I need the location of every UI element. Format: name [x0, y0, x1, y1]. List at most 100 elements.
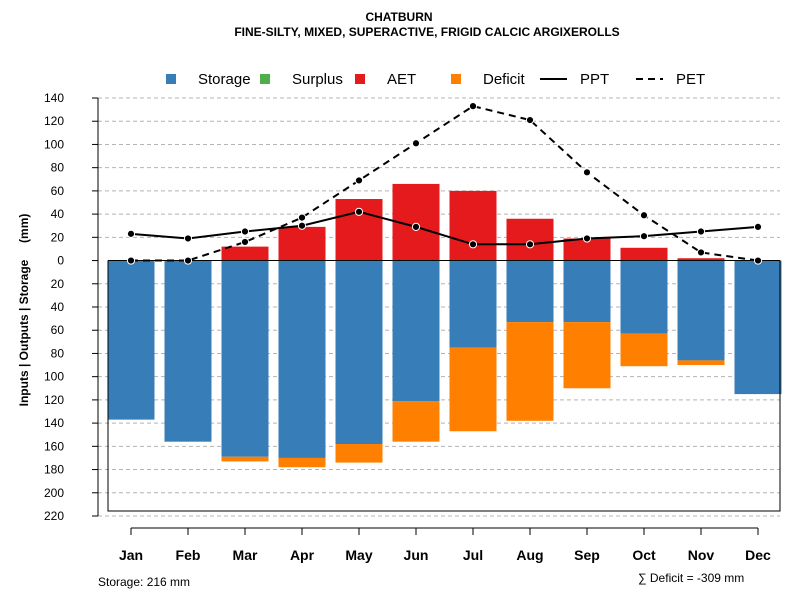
ppt-point — [240, 227, 250, 236]
y-tick-label: 120 — [44, 114, 64, 128]
ppt-point — [126, 229, 136, 238]
aet-bar — [506, 218, 554, 261]
chart-title: CHATBURN — [365, 10, 432, 24]
lines — [126, 102, 763, 265]
pet-point — [468, 102, 478, 111]
pet-point — [525, 115, 535, 125]
chart-subtitle: FINE-SILTY, MIXED, SUPERACTIVE, FRIGID C… — [234, 25, 619, 39]
y-axis-label: Inputs | Outputs | Storage (mm) — [17, 214, 31, 407]
legend-label-pet: PET — [676, 71, 705, 88]
x-tick-label: Oct — [632, 547, 656, 563]
storage-capacity-box — [107, 260, 781, 512]
x-tick-label: Jan — [119, 547, 143, 563]
x-tick-label: Feb — [176, 547, 201, 563]
storage-bar — [677, 260, 725, 361]
pet-point — [639, 211, 649, 220]
storage-bar — [107, 260, 155, 420]
ppt-point — [468, 240, 478, 249]
aet-bar — [221, 246, 269, 261]
y-tick-label: 40 — [51, 300, 65, 314]
storage-bar — [335, 260, 383, 445]
y-tick-label: 100 — [44, 370, 64, 384]
x-tick-label: Mar — [233, 547, 258, 563]
x-tick-label: Apr — [290, 547, 315, 563]
legend-swatch-aet — [355, 74, 365, 84]
legend: Storage Surplus AET Deficit PPT PET — [166, 71, 705, 88]
y-tick-label: 20 — [51, 230, 65, 244]
legend-label-aet: AET — [387, 71, 416, 88]
y-tick-label: 60 — [51, 184, 65, 198]
pet-point — [183, 256, 193, 265]
aet-bar — [563, 238, 611, 261]
legend-swatch-storage — [166, 74, 176, 84]
ppt-point — [639, 232, 649, 241]
x-tick-label: Sep — [574, 547, 600, 563]
ppt-point — [753, 222, 763, 231]
y-tick-label: 120 — [44, 393, 64, 407]
storage-bar — [221, 260, 269, 457]
pet-line — [131, 105, 759, 262]
pet-point — [240, 237, 250, 247]
storage-bar — [506, 260, 554, 323]
x-axis: Jan Feb Mar Apr May Jun Jul Aug Sep Oct Nov Dec — [119, 527, 771, 563]
y-tick-label: 40 — [51, 207, 65, 221]
storage-bar — [620, 260, 668, 334]
deficit-bar — [620, 333, 668, 367]
ppt-point — [354, 207, 364, 216]
legend-label-deficit: Deficit — [483, 71, 526, 88]
storage-note: Storage: 216 mm — [98, 575, 190, 589]
aet-bar — [620, 247, 668, 261]
y-tick-label: 140 — [44, 91, 64, 105]
y-tick-label: 100 — [44, 137, 64, 151]
x-tick-label: Dec — [745, 547, 771, 563]
x-tick-label: Jul — [463, 547, 483, 563]
deficit-bar — [677, 360, 725, 366]
y-tick-label: 20 — [51, 277, 65, 291]
aet-bar — [278, 226, 326, 261]
y-axis: 1401201008060402002040608010012014016018… — [44, 91, 99, 523]
pet-point — [126, 256, 136, 265]
ppt-point — [297, 221, 307, 230]
pet-point — [582, 168, 592, 177]
legend-label-storage: Storage — [198, 71, 251, 88]
storage-bar — [449, 260, 497, 348]
aet-bar — [677, 258, 725, 261]
deficit-note: ∑ Deficit = -309 mm — [638, 571, 744, 585]
deficit-bar — [278, 457, 326, 468]
x-tick-label: May — [345, 547, 372, 563]
bars — [107, 183, 782, 468]
storage-bar — [734, 260, 782, 395]
aet-bar — [449, 190, 497, 261]
y-tick-label: 200 — [44, 486, 64, 500]
storage-bar — [278, 260, 326, 458]
deficit-bar — [449, 347, 497, 432]
legend-swatch-deficit — [451, 74, 461, 84]
pet-point — [354, 176, 364, 185]
x-tick-label: Aug — [516, 547, 543, 563]
y-tick-label: 60 — [51, 323, 65, 337]
y-tick-label: 80 — [51, 346, 65, 360]
deficit-bar — [563, 322, 611, 389]
legend-swatch-surplus — [260, 74, 270, 84]
deficit-bar — [392, 401, 440, 442]
deficit-bar — [506, 322, 554, 421]
legend-label-ppt: PPT — [580, 71, 609, 88]
y-tick-label: 180 — [44, 463, 64, 477]
y-tick-label: 0 — [57, 254, 64, 268]
x-tick-label: Nov — [688, 547, 715, 563]
pet-point — [753, 256, 763, 265]
storage-bar — [392, 260, 440, 402]
deficit-bar — [335, 444, 383, 463]
y-tick-label: 160 — [44, 439, 64, 453]
y-tick-label: 140 — [44, 416, 64, 430]
legend-label-surplus: Surplus — [292, 71, 343, 88]
zero-line-group — [107, 260, 781, 512]
pet-point — [297, 213, 307, 222]
storage-bar — [164, 260, 212, 442]
y-tick-label: 220 — [44, 509, 64, 523]
pet-point — [696, 248, 706, 257]
storage-bar — [563, 260, 611, 323]
ppt-line — [130, 210, 759, 246]
ppt-point — [696, 227, 706, 236]
